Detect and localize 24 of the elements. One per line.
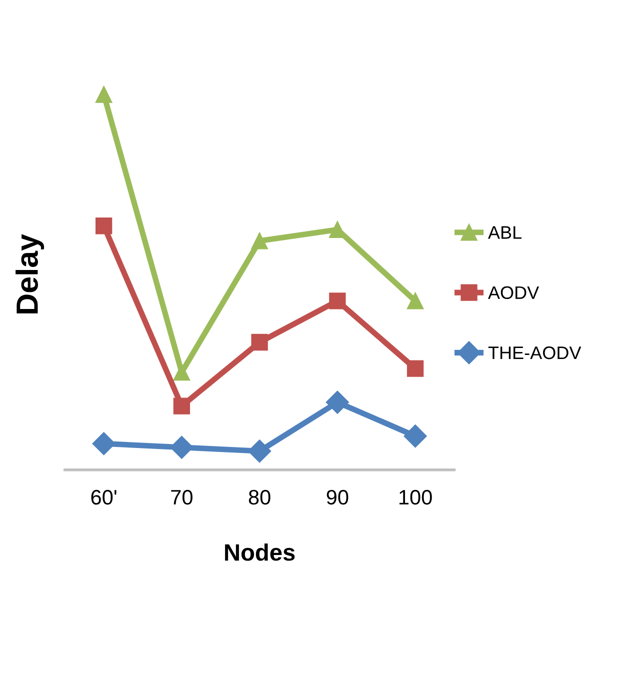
point bbox=[173, 364, 190, 381]
point bbox=[95, 218, 112, 234]
point bbox=[95, 86, 112, 103]
point bbox=[326, 390, 349, 414]
legend-label: AODV bbox=[488, 286, 540, 300]
legend-label: THE-AODV bbox=[488, 346, 582, 360]
point bbox=[248, 440, 272, 463]
point bbox=[404, 424, 427, 448]
legend-label: ABL bbox=[488, 226, 522, 239]
y-axis-title: Delay bbox=[16, 234, 44, 314]
point bbox=[329, 292, 346, 310]
point bbox=[251, 334, 268, 351]
point bbox=[170, 436, 194, 459]
x-tick-label: 90 bbox=[326, 490, 348, 505]
x-tick-label: 70 bbox=[171, 490, 192, 505]
x-tick-label: 80 bbox=[248, 490, 270, 505]
point bbox=[173, 398, 190, 414]
point bbox=[406, 292, 424, 310]
point bbox=[92, 432, 116, 456]
x-axis-title: Nodes bbox=[225, 543, 295, 561]
point bbox=[251, 232, 268, 250]
x-tick-label: 60' bbox=[91, 490, 116, 505]
x-tick-label: 100 bbox=[400, 490, 432, 505]
point bbox=[406, 360, 424, 377]
